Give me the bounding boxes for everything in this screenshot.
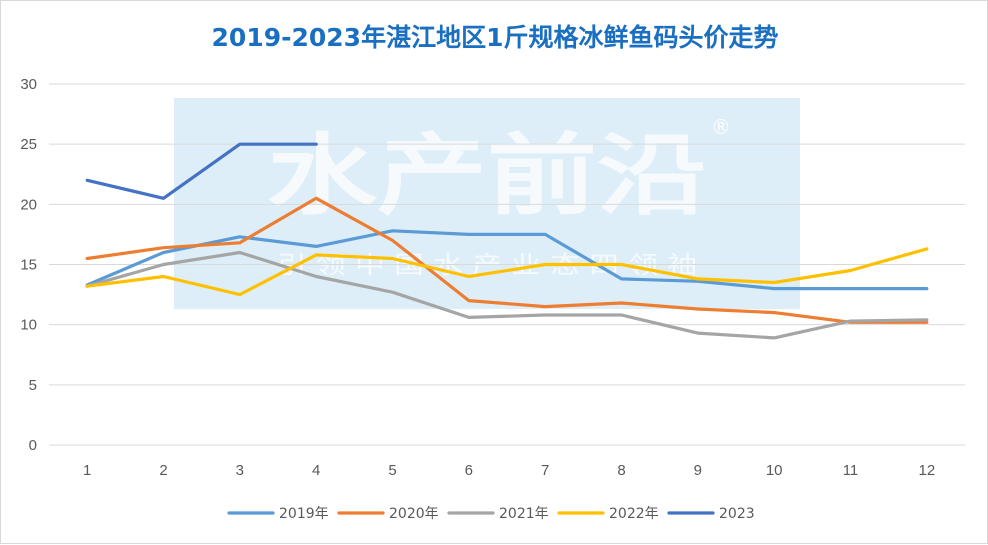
legend-label-0: 2019年 bbox=[279, 506, 329, 522]
y-tick-label: 15 bbox=[20, 257, 37, 274]
chart-title: 2019-2023年湛江地区1斤规格冰鲜鱼码头价走势 bbox=[212, 23, 779, 52]
y-tick-label: 25 bbox=[20, 136, 37, 153]
y-axis-ticks: 0 5 10 15 20 25 30 bbox=[20, 76, 37, 454]
watermark-registered-mark: ® bbox=[711, 115, 731, 139]
series-line-1 bbox=[85, 196, 929, 324]
y-tick-label: 0 bbox=[29, 437, 37, 454]
watermark-main-text: 水产前沿 bbox=[267, 124, 707, 227]
x-tick-label: 5 bbox=[388, 462, 396, 479]
y-tick-label: 30 bbox=[20, 76, 37, 93]
series-line-0 bbox=[85, 229, 929, 291]
x-tick-label: 6 bbox=[465, 462, 473, 479]
series-line-3 bbox=[85, 247, 929, 297]
x-tick-label: 12 bbox=[918, 462, 935, 479]
y-tick-label: 10 bbox=[20, 317, 37, 334]
y-tick-label: 20 bbox=[20, 196, 37, 213]
x-axis-ticks: 1 2 3 4 5 6 7 8 9 10 11 12 bbox=[83, 462, 935, 479]
x-tick-label: 7 bbox=[541, 462, 549, 479]
grid bbox=[49, 83, 965, 446]
x-tick-label: 4 bbox=[312, 462, 320, 479]
x-tick-label: 8 bbox=[617, 462, 625, 479]
legend-label-3: 2022年 bbox=[609, 506, 659, 522]
series-lines bbox=[85, 142, 929, 340]
legend: 2019年 2020年 2021年 2022年 2023 bbox=[227, 506, 755, 522]
legend-label-2: 2021年 bbox=[499, 506, 549, 522]
legend-label-1: 2020年 bbox=[389, 506, 439, 522]
y-tick-label: 5 bbox=[29, 377, 37, 394]
x-tick-label: 3 bbox=[236, 462, 244, 479]
legend-label-4: 2023 bbox=[719, 506, 755, 522]
series-line-2 bbox=[85, 250, 929, 340]
x-tick-label: 1 bbox=[83, 462, 91, 479]
watermark: 水产前沿 ® 引 领 中 国 水 产 业 态 四 领 袖 bbox=[174, 98, 800, 309]
series-line-4 bbox=[85, 142, 318, 200]
x-tick-label: 2 bbox=[159, 462, 167, 479]
x-tick-label: 10 bbox=[766, 462, 783, 479]
x-tick-label: 11 bbox=[843, 462, 859, 479]
x-tick-label: 9 bbox=[694, 462, 702, 479]
